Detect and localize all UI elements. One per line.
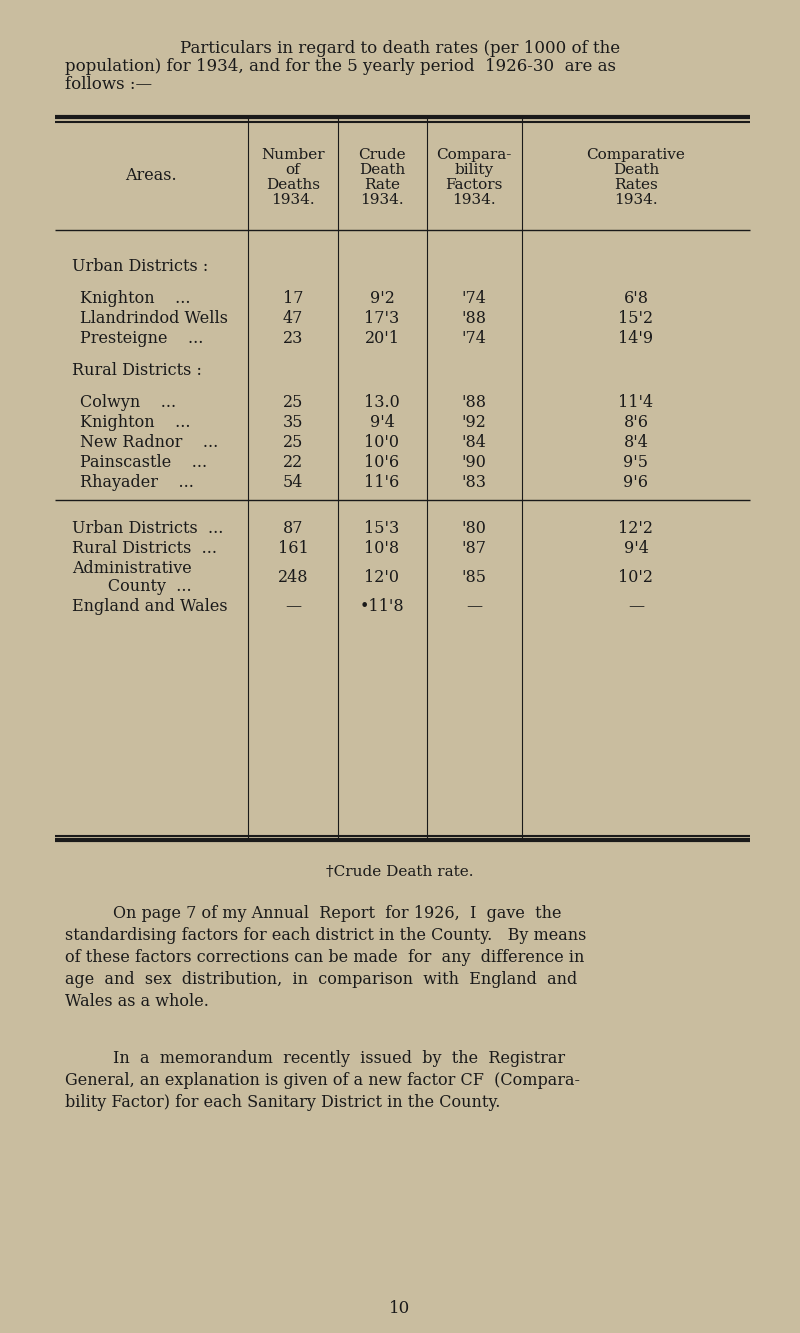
Text: 15'3: 15'3 [364,520,400,537]
Text: 11'4: 11'4 [618,395,654,411]
Text: 10'6: 10'6 [365,455,399,471]
Text: County  ...: County ... [72,579,192,595]
Text: '92: '92 [462,415,486,431]
Text: 10'0: 10'0 [365,435,399,451]
Text: 1934.: 1934. [360,193,404,207]
Text: '90: '90 [462,455,486,471]
Text: age  and  sex  distribution,  in  comparison  with  England  and: age and sex distribution, in comparison … [65,970,578,988]
Text: 25: 25 [283,435,303,451]
Text: Number: Number [261,148,325,163]
Text: Rates: Rates [614,179,658,192]
Text: 11'6: 11'6 [364,475,400,491]
Text: '74: '74 [462,331,486,347]
Text: '87: '87 [462,540,486,557]
Text: —: — [466,599,482,615]
Text: Factors: Factors [446,179,502,192]
Text: 22: 22 [283,455,303,471]
Text: 23: 23 [283,331,303,347]
Text: 248: 248 [278,569,308,587]
Text: —: — [628,599,644,615]
Text: Death: Death [613,163,659,177]
Text: '88: '88 [462,395,486,411]
Text: England and Wales: England and Wales [72,599,228,615]
Text: Urban Districts :: Urban Districts : [72,259,208,275]
Text: Particulars in regard to death rates (per 1000 of the: Particulars in regard to death rates (pe… [180,40,620,57]
Text: 1934.: 1934. [271,193,315,207]
Text: Administrative: Administrative [72,560,192,577]
Text: —: — [285,599,301,615]
Text: 54: 54 [283,475,303,491]
Text: On page 7 of my Annual  Report  for 1926,  I  gave  the: On page 7 of my Annual Report for 1926, … [113,905,562,922]
Text: Crude: Crude [358,148,406,163]
Text: 14'9: 14'9 [618,331,654,347]
Text: 8'4: 8'4 [623,435,649,451]
Text: Rate: Rate [364,179,400,192]
Text: In  a  memorandum  recently  issued  by  the  Registrar: In a memorandum recently issued by the R… [113,1050,565,1066]
Text: of these factors corrections can be made  for  any  difference in: of these factors corrections can be made… [65,949,584,966]
Text: '85: '85 [462,569,486,587]
Text: 25: 25 [283,395,303,411]
Text: 1934.: 1934. [452,193,496,207]
Text: '80: '80 [462,520,486,537]
Text: Areas.: Areas. [125,167,177,184]
Text: 1934.: 1934. [614,193,658,207]
Text: '74: '74 [462,291,486,307]
Text: Llandrindod Wells: Llandrindod Wells [80,311,228,327]
Text: 6'8: 6'8 [623,291,649,307]
Text: 9'2: 9'2 [370,291,394,307]
Text: bility Factor) for each Sanitary District in the County.: bility Factor) for each Sanitary Distric… [65,1094,500,1110]
Text: Presteigne    ...: Presteigne ... [80,331,203,347]
Text: population) for 1934, and for the 5 yearly period  1926-30  are as: population) for 1934, and for the 5 year… [65,59,616,75]
Text: 35: 35 [282,415,303,431]
Text: 13.0: 13.0 [364,395,400,411]
Text: 9'5: 9'5 [623,455,649,471]
Text: '83: '83 [462,475,486,491]
Text: 10: 10 [390,1300,410,1317]
Text: 17'3: 17'3 [364,311,400,327]
Text: Urban Districts  ...: Urban Districts ... [72,520,223,537]
Text: Rural Districts :: Rural Districts : [72,363,202,379]
Text: follows :—: follows :— [65,76,152,93]
Text: 9'4: 9'4 [370,415,394,431]
Text: 87: 87 [282,520,303,537]
Text: 47: 47 [283,311,303,327]
Text: Wales as a whole.: Wales as a whole. [65,993,209,1010]
Text: General, an explanation is given of a new factor CF  (Compara-: General, an explanation is given of a ne… [65,1072,580,1089]
Text: 161: 161 [278,540,308,557]
Text: 20'1: 20'1 [365,331,399,347]
Text: New Radnor    ...: New Radnor ... [80,435,218,451]
Text: Colwyn    ...: Colwyn ... [80,395,176,411]
Text: 9'6: 9'6 [623,475,649,491]
Text: bility: bility [454,163,494,177]
Text: Painscastle    ...: Painscastle ... [80,455,207,471]
Text: Death: Death [359,163,405,177]
Text: 10'2: 10'2 [618,569,654,587]
Text: 12'0: 12'0 [365,569,399,587]
Text: 15'2: 15'2 [618,311,654,327]
Text: Compara-: Compara- [436,148,512,163]
Text: 17: 17 [282,291,303,307]
Text: Comparative: Comparative [586,148,686,163]
Text: †Crude Death rate.: †Crude Death rate. [326,865,474,878]
Text: Knighton    ...: Knighton ... [80,291,190,307]
Text: Deaths: Deaths [266,179,320,192]
Text: '88: '88 [462,311,486,327]
Text: of: of [286,163,300,177]
Text: 12'2: 12'2 [618,520,654,537]
Text: '84: '84 [462,435,486,451]
Text: Rural Districts  ...: Rural Districts ... [72,540,217,557]
Text: 9'4: 9'4 [623,540,649,557]
Text: Rhayader    ...: Rhayader ... [80,475,194,491]
Text: 8'6: 8'6 [623,415,649,431]
Text: Knighton    ...: Knighton ... [80,415,190,431]
Text: standardising factors for each district in the County.   By means: standardising factors for each district … [65,926,586,944]
Text: •11'8: •11'8 [360,599,404,615]
Text: 10'8: 10'8 [365,540,399,557]
